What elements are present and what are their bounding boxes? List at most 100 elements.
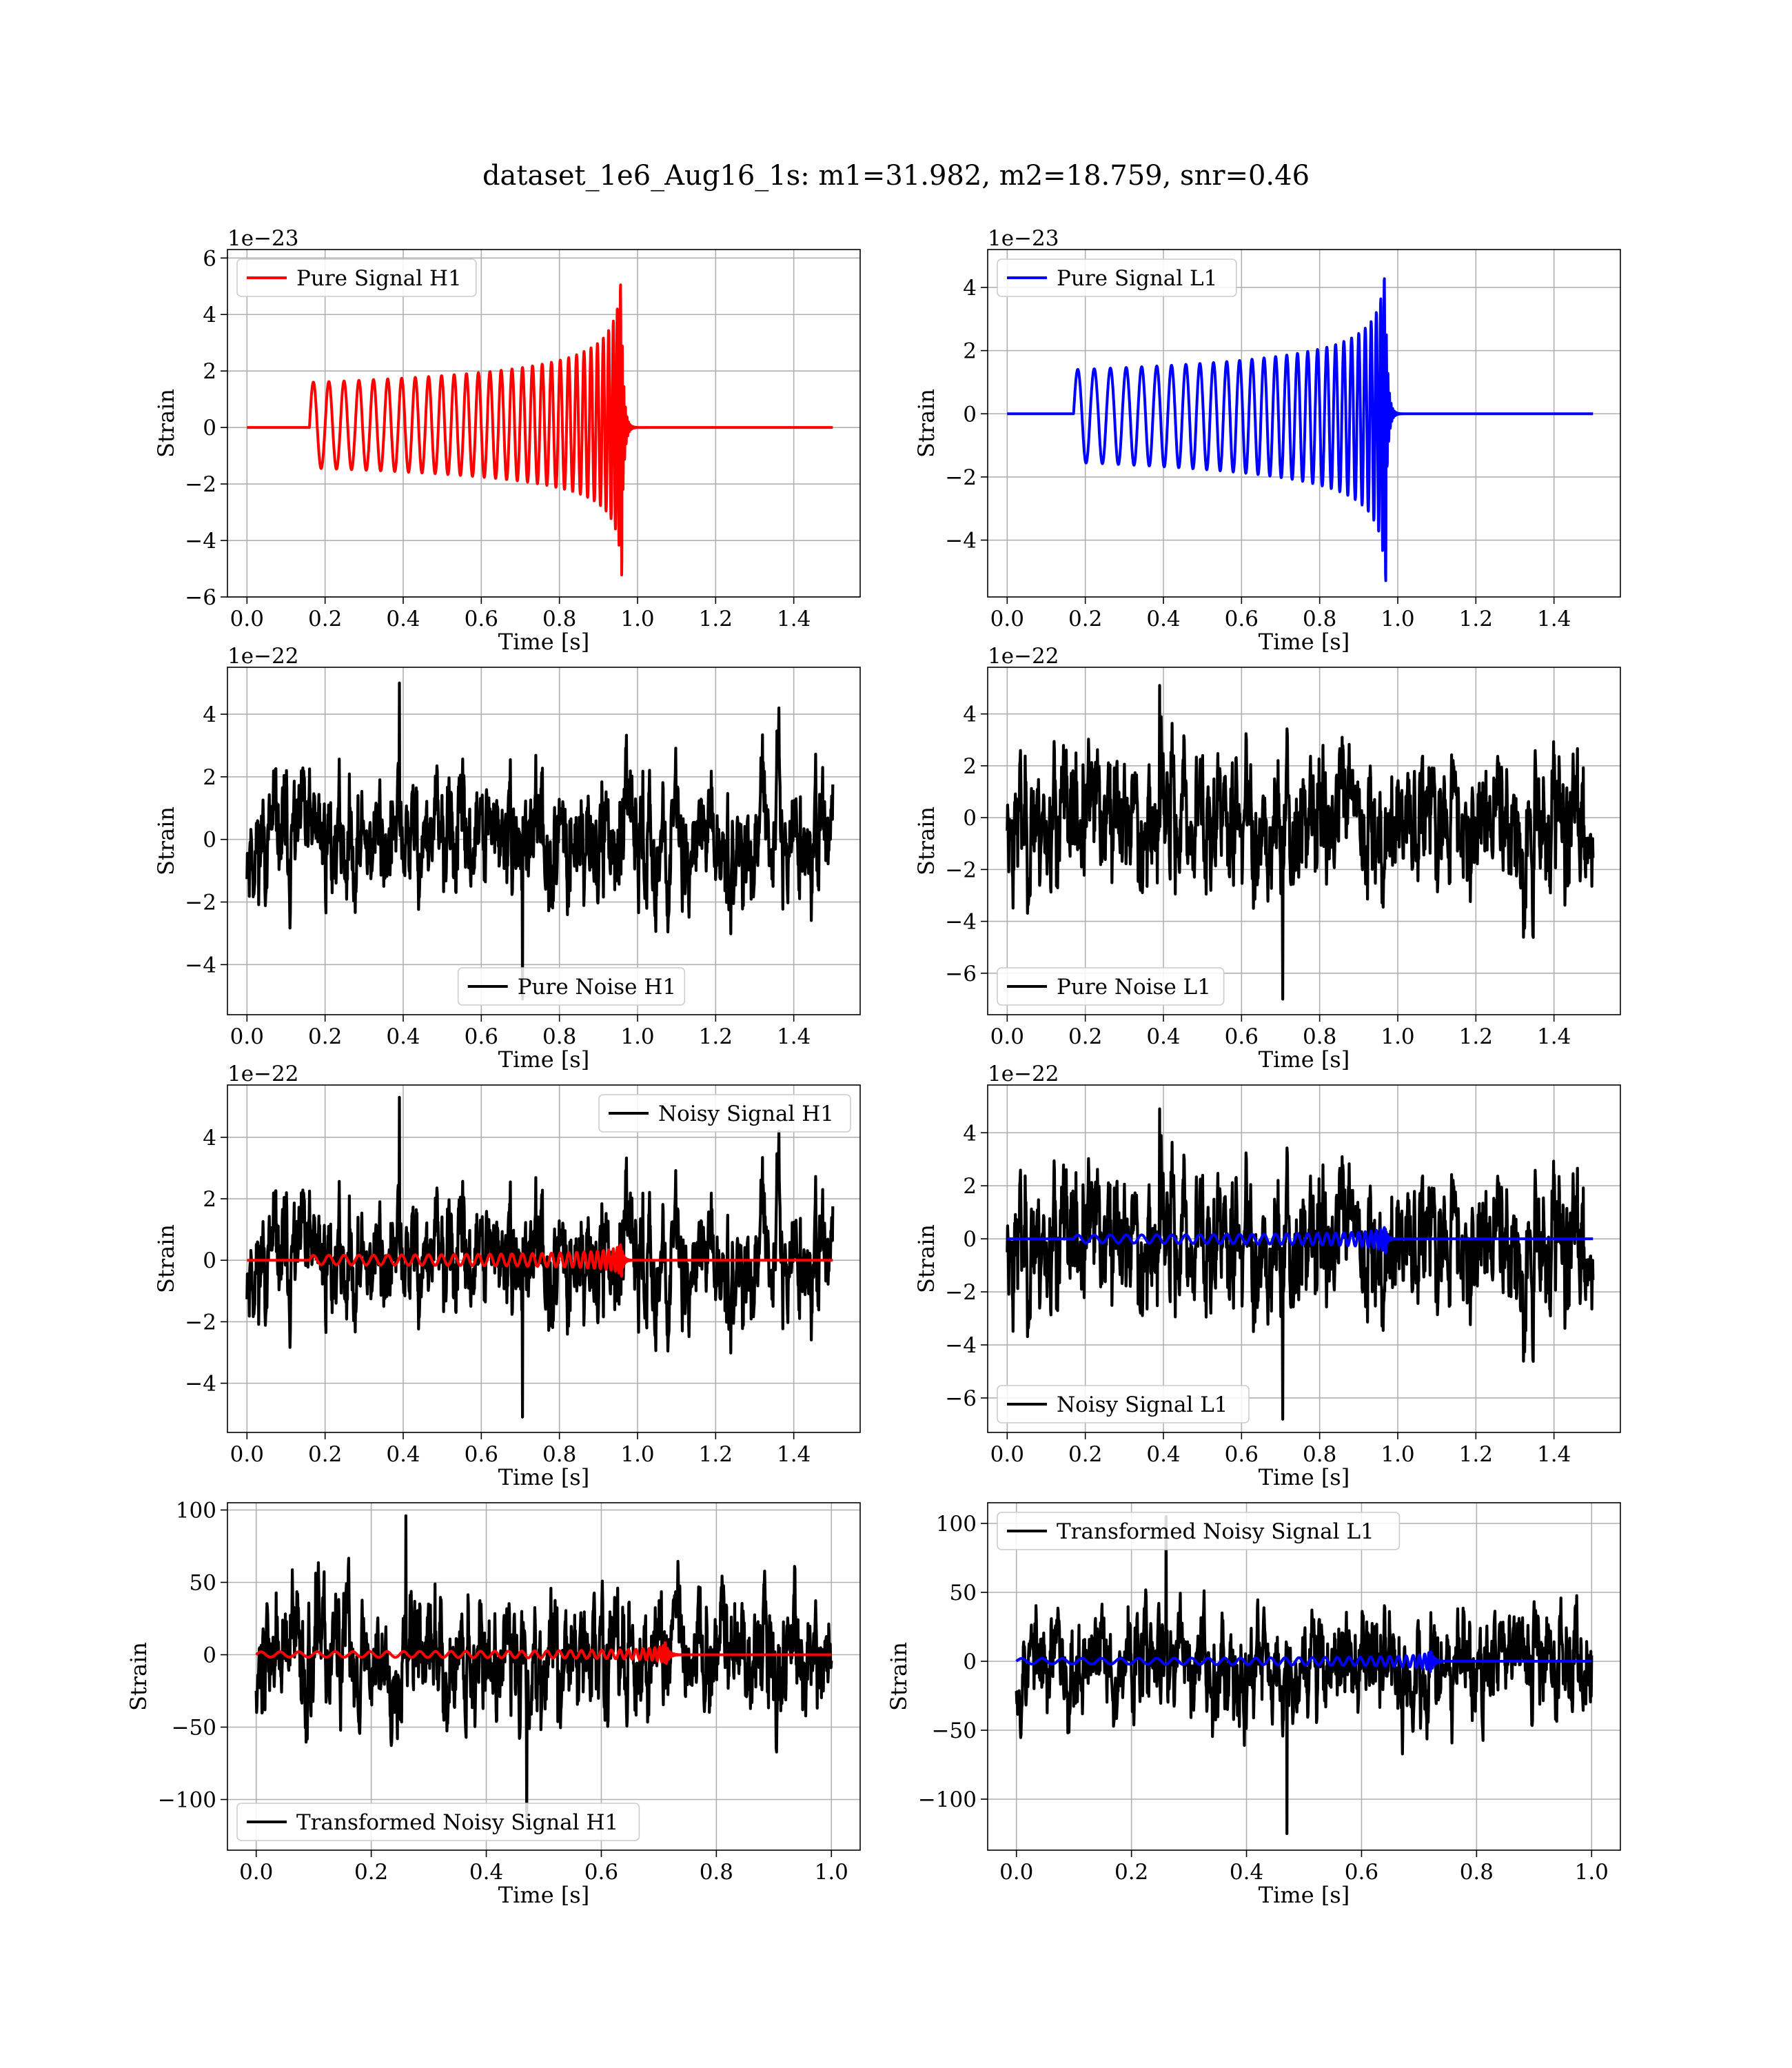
x-tick-label: 0.4 bbox=[469, 1860, 503, 1885]
x-tick-label: 1.0 bbox=[1575, 1860, 1609, 1885]
x-tick-label: 0.8 bbox=[700, 1860, 733, 1885]
x-tick-label: 1.2 bbox=[699, 1024, 733, 1049]
x-tick-label: 0.6 bbox=[465, 1442, 498, 1467]
legend-label: Pure Noise H1 bbox=[518, 975, 676, 1000]
x-tick-label: 0.0 bbox=[230, 1024, 264, 1049]
offset-text: 1e−23 bbox=[988, 226, 1059, 251]
x-tick-label: 0.8 bbox=[542, 1024, 576, 1049]
panel-pure-signal-h1: 0.0 0.2 0.4 0.6 0.8 1.0 1.2 1.4 −6 −4 −2 0 2 4 6 Time [… bbox=[153, 226, 861, 655]
legend-box bbox=[236, 1803, 640, 1841]
panel-pure-noise-l1: 0.0 0.2 0.4 0.6 0.8 1.0 1.2 1.4 −6 −4 −2 0 2 4 Time [s… bbox=[913, 644, 1621, 1073]
y-tick-label: 4 bbox=[963, 276, 977, 301]
y-tick-label: 100 bbox=[176, 1499, 216, 1523]
axes-frame bbox=[987, 667, 1621, 1015]
y-tick-label: 2 bbox=[203, 359, 216, 384]
y-tick-label: −2 bbox=[945, 465, 977, 490]
panel-pure-noise-h1: 0.0 0.2 0.4 0.6 0.8 1.0 1.2 1.4 −4 −2 0 2 4 Time [s] S… bbox=[153, 644, 861, 1073]
y-tick-label: 2 bbox=[203, 1187, 216, 1212]
x-tick-label: 0.4 bbox=[386, 1024, 420, 1049]
x-tick-label: 0.4 bbox=[1230, 1860, 1263, 1885]
y-tick-label: 0 bbox=[963, 806, 977, 831]
legend-label: Pure Noise L1 bbox=[1057, 975, 1211, 1000]
y-tick-label: 4 bbox=[203, 303, 216, 327]
y-tick-label: −4 bbox=[185, 529, 216, 554]
x-tick-label: 0.6 bbox=[1225, 1024, 1259, 1049]
x-tick-label: 0.0 bbox=[230, 607, 264, 631]
x-tick-label: 0.0 bbox=[230, 1442, 264, 1467]
x-tick-label: 0.2 bbox=[308, 1442, 342, 1467]
x-axis-label: Time [s] bbox=[498, 1046, 589, 1073]
series-transformed-l1 bbox=[1015, 1514, 1594, 1836]
plot-area bbox=[254, 1514, 833, 1823]
x-tick-label: 0.6 bbox=[1345, 1860, 1378, 1885]
legend-box bbox=[997, 1512, 1401, 1550]
panel-transformed-h1: 0.0 0.2 0.4 0.6 0.8 1.0 −100 −50 0 50 100 Time [s] S… bbox=[125, 1499, 861, 1908]
x-tick-label: 0.0 bbox=[990, 607, 1024, 631]
series-transformed-h1 bbox=[254, 1514, 833, 1823]
x-axis-label: Time [s] bbox=[498, 1882, 589, 1908]
y-tick-label: 2 bbox=[203, 765, 216, 790]
y-tick-label: −100 bbox=[918, 1787, 977, 1812]
y-tick-label: −50 bbox=[932, 1719, 977, 1743]
legend-box bbox=[997, 1385, 1250, 1423]
y-tick-label: −50 bbox=[172, 1716, 216, 1741]
panel-noisy-signal-h1: 0.0 0.2 0.4 0.6 0.8 1.0 1.2 1.4 −4 −2 0 2 4 Time [s] S… bbox=[153, 1062, 861, 1490]
x-tick-label: 1.2 bbox=[699, 607, 733, 631]
x-tick-label: 0.0 bbox=[990, 1442, 1024, 1467]
axes-frame bbox=[987, 1502, 1621, 1851]
signal-overlay-noisy-signal-l1 bbox=[1006, 1226, 1594, 1255]
series-pure-noise-h1 bbox=[245, 681, 835, 1001]
y-axis-label: Strain bbox=[125, 1642, 152, 1711]
axes-frame bbox=[227, 1502, 861, 1851]
legend-box bbox=[997, 967, 1225, 1006]
x-tick-label: 0.8 bbox=[1460, 1860, 1494, 1885]
y-tick-label: −4 bbox=[945, 910, 977, 935]
y-tick-label: 2 bbox=[963, 754, 977, 779]
legend: Transformed Noisy Signal L1 bbox=[997, 1512, 1401, 1550]
legend-box bbox=[598, 1094, 851, 1133]
x-tick-label: 0.2 bbox=[308, 607, 342, 631]
y-tick-label: 50 bbox=[190, 1571, 216, 1596]
x-tick-label: 0.0 bbox=[239, 1860, 273, 1885]
y-axis-label: Strain bbox=[153, 1224, 179, 1293]
plot-area bbox=[245, 681, 835, 1001]
offset-text: 1e−22 bbox=[988, 644, 1059, 669]
x-tick-label: 0.8 bbox=[1303, 1024, 1336, 1049]
x-axis-label: Time [s] bbox=[1259, 1882, 1350, 1908]
x-tick-label: 1.4 bbox=[777, 1442, 811, 1467]
x-tick-label: 1.0 bbox=[620, 607, 654, 631]
y-axis-label: Strain bbox=[913, 1224, 939, 1293]
legend-box bbox=[236, 258, 477, 297]
x-tick-label: 0.6 bbox=[465, 1024, 498, 1049]
x-tick-label: 0.4 bbox=[386, 607, 420, 631]
series-pure-noise-l1 bbox=[1006, 684, 1595, 1001]
series-pure-signal-l1 bbox=[1006, 277, 1594, 582]
x-tick-label: 0.6 bbox=[1225, 1442, 1259, 1467]
series-noisy-signal-h1 bbox=[245, 1095, 835, 1419]
x-tick-label: 0.4 bbox=[1146, 607, 1180, 631]
y-tick-label: 0 bbox=[203, 416, 216, 440]
signal-overlay-transformed-l1 bbox=[1015, 1650, 1593, 1673]
signal-overlay-transformed-h1 bbox=[255, 1641, 833, 1665]
y-tick-label: 0 bbox=[203, 1643, 216, 1668]
y-axis-label: Strain bbox=[913, 389, 939, 458]
offset-text: 1e−22 bbox=[227, 1062, 299, 1086]
y-tick-label: 0 bbox=[203, 828, 216, 853]
x-tick-label: 1.2 bbox=[1459, 607, 1493, 631]
y-tick-label: 0 bbox=[963, 402, 977, 427]
x-tick-label: 1.2 bbox=[1459, 1442, 1493, 1467]
legend: Pure Noise L1 bbox=[997, 967, 1225, 1006]
x-tick-label: 0.4 bbox=[1146, 1024, 1180, 1049]
y-tick-label: −6 bbox=[945, 962, 977, 986]
x-tick-label: 1.0 bbox=[620, 1442, 654, 1467]
x-tick-label: 1.4 bbox=[1537, 1442, 1571, 1467]
y-tick-label: −4 bbox=[185, 953, 216, 977]
x-tick-label: 1.2 bbox=[1459, 1024, 1493, 1049]
y-tick-label: 0 bbox=[963, 1650, 977, 1674]
y-tick-label: −4 bbox=[945, 1333, 977, 1358]
legend-label: Noisy Signal L1 bbox=[1057, 1392, 1228, 1417]
x-tick-label: 0.4 bbox=[1146, 1442, 1180, 1467]
x-tick-label: 0.6 bbox=[1225, 607, 1259, 631]
y-axis-label: Strain bbox=[153, 389, 179, 458]
legend-label: Transformed Noisy Signal H1 bbox=[296, 1810, 618, 1835]
